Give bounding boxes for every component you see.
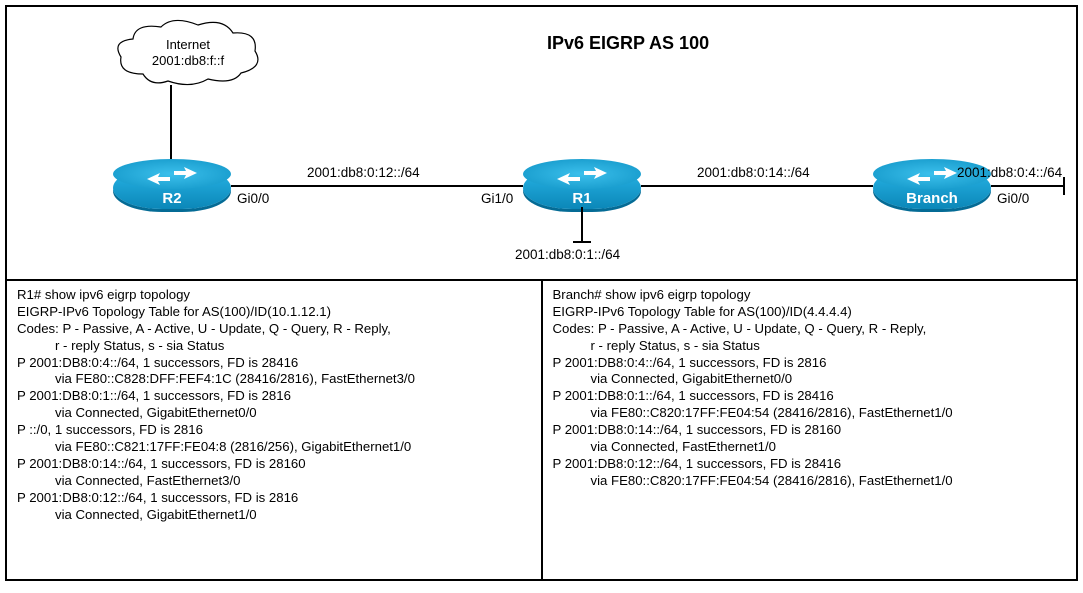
r1-l13: P 2001:DB8:0:12::/64, 1 successors, FD i… [17,490,298,505]
r1-l14: via Connected, GigabitEthernet1/0 [17,507,531,524]
link-r1-down [581,207,583,241]
output-r1: R1# show ipv6 eigrp topology EIGRP-IPv6 … [7,281,543,581]
if-r1-left: Gi1/0 [481,191,513,206]
r1-l6: via FE80::C828:DFF:FEF4:1C (28416/2816),… [17,371,531,388]
r1-l10: via FE80::C821:17FF:FE04:8 (2816/256), G… [17,439,531,456]
output-row: R1# show ipv6 eigrp topology EIGRP-IPv6 … [7,281,1076,581]
cloud-line2: 2001:db8:f::f [152,53,224,68]
br-l4: r - reply Status, s - sia Status [553,338,1067,355]
r1-l12: via Connected, FastEthernet3/0 [17,473,531,490]
br-l1: Branch# show ipv6 eigrp topology [553,287,751,302]
r1-l3: Codes: P - Passive, A - Active, U - Upda… [17,321,391,336]
r1-l5: P 2001:DB8:0:4::/64, 1 successors, FD is… [17,355,298,370]
br-l5: P 2001:DB8:0:4::/64, 1 successors, FD is… [553,355,827,370]
br-l7: P 2001:DB8:0:1::/64, 1 successors, FD is… [553,388,834,403]
net-branch-right: 2001:db8:0:4::/64 [957,165,1062,180]
r1-l2: EIGRP-IPv6 Topology Table for AS(100)/ID… [17,304,331,319]
router-arrows-icon [552,165,612,190]
cloud-line1: Internet [166,37,210,52]
diagram-title: IPv6 EIGRP AS 100 [547,33,709,54]
router-r1-label: R1 [523,190,641,207]
r1-l8: via Connected, GigabitEthernet0/0 [17,405,531,422]
br-l10: via Connected, FastEthernet1/0 [553,439,1067,456]
if-r2: Gi0/0 [237,191,269,206]
output-branch: Branch# show ipv6 eigrp topology EIGRP-I… [543,281,1077,581]
r1-l9: P ::/0, 1 successors, FD is 2816 [17,422,203,437]
r1-l7: P 2001:DB8:0:1::/64, 1 successors, FD is… [17,388,291,403]
if-branch: Gi0/0 [997,191,1029,206]
link-branch-right-end [1063,177,1065,195]
router-arrows-icon [902,165,962,190]
link-r2-r1 [231,185,523,187]
r1-l4: r - reply Status, s - sia Status [17,338,531,355]
link-r1-down-end [573,241,591,243]
cloud-text: Internet 2001:db8:f::f [113,37,263,70]
diagram-frame: IPv6 EIGRP AS 100 Internet 2001:db8:f::f [5,5,1078,581]
internet-cloud: Internet 2001:db8:f::f [113,19,263,89]
br-l8: via FE80::C820:17FF:FE04:54 (28416/2816)… [553,405,1067,422]
net-r1-branch: 2001:db8:0:14::/64 [697,165,810,180]
r1-l11: P 2001:DB8:0:14::/64, 1 successors, FD i… [17,456,306,471]
br-l6: via Connected, GigabitEthernet0/0 [553,371,1067,388]
br-l12: via FE80::C820:17FF:FE04:54 (28416/2816)… [553,473,1067,490]
br-l3: Codes: P - Passive, A - Active, U - Upda… [553,321,927,336]
r1-l1: R1# show ipv6 eigrp topology [17,287,190,302]
br-l2: EIGRP-IPv6 Topology Table for AS(100)/ID… [553,304,852,319]
net-r1-down: 2001:db8:0:1::/64 [515,247,620,262]
net-r2-r1: 2001:db8:0:12::/64 [307,165,420,180]
router-r2: R2 [113,167,231,221]
link-r1-branch [641,185,873,187]
router-arrows-icon [142,165,202,190]
router-r2-label: R2 [113,190,231,207]
br-l9: P 2001:DB8:0:14::/64, 1 successors, FD i… [553,422,842,437]
br-l11: P 2001:DB8:0:12::/64, 1 successors, FD i… [553,456,842,471]
link-branch-right [991,185,1063,187]
topology-panel: IPv6 EIGRP AS 100 Internet 2001:db8:f::f [7,7,1076,281]
router-branch-label: Branch [873,190,991,207]
